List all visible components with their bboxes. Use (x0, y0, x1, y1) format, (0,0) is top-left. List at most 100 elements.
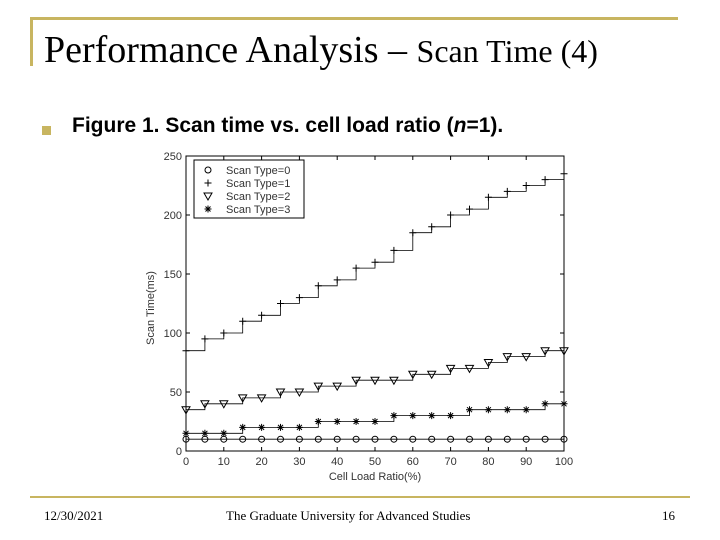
marker-circle (484, 435, 492, 443)
marker-plus (204, 179, 212, 187)
data-point (371, 435, 379, 443)
data-point (201, 335, 209, 343)
marker-star (503, 406, 511, 414)
marker-star (409, 412, 417, 420)
marker-triangle (351, 376, 361, 386)
data-point (466, 205, 473, 213)
data-point (541, 435, 549, 443)
series-0 (182, 435, 568, 443)
footer-rule (30, 496, 690, 498)
marker-circle (352, 435, 360, 443)
marker-circle (466, 435, 473, 443)
marker-circle (314, 435, 322, 443)
data-point (522, 182, 530, 189)
data-point (464, 364, 475, 374)
data-point (333, 435, 341, 443)
marker-circle (560, 435, 568, 443)
data-point (409, 435, 417, 443)
x-tick-label: 50 (369, 456, 381, 468)
data-point (483, 359, 494, 368)
data-point (295, 435, 303, 443)
marker-plus (503, 187, 511, 195)
x-tick-label: 60 (407, 456, 419, 468)
marker-circle (541, 435, 549, 443)
y-tick-label: 50 (170, 387, 182, 399)
data-point (204, 205, 212, 213)
marker-star (239, 423, 247, 431)
marker-triangle (218, 400, 229, 409)
marker-triangle (275, 388, 286, 398)
marker-star (333, 418, 341, 425)
x-tick-label: 20 (255, 456, 267, 468)
y-tick-label: 250 (164, 151, 182, 163)
data-point (389, 376, 399, 386)
marker-star (204, 205, 212, 213)
data-point (220, 329, 228, 337)
series-3 (182, 400, 568, 437)
data-point (407, 370, 418, 380)
marker-circle (239, 435, 247, 443)
data-point (484, 406, 492, 414)
data-point (560, 170, 568, 178)
marker-star (390, 412, 398, 420)
scan-time-chart: 0 10 20 30 40 50 60 70 80 90 100 0 50 100 150 200 250 Sc… (145, 151, 574, 483)
marker-circle (333, 435, 341, 443)
series-layer (181, 170, 569, 443)
data-point (503, 406, 511, 414)
data-point (390, 412, 398, 420)
y-tick-label: 100 (164, 328, 182, 340)
data-point (484, 435, 492, 443)
data-point (390, 246, 398, 254)
marker-triangle (294, 388, 305, 398)
data-point (541, 400, 549, 408)
x-tick-label: 90 (520, 456, 532, 468)
legend-label: Scan Type=2 (226, 191, 290, 203)
y-tick-label: 150 (164, 269, 182, 281)
data-point (237, 394, 248, 403)
data-point (447, 211, 455, 219)
data-point (256, 394, 267, 403)
data-point (352, 264, 360, 272)
marker-circle (503, 435, 511, 443)
data-point (521, 353, 532, 362)
footer-organization: The Graduate University for Advanced Stu… (226, 508, 471, 523)
footer-date: 12/30/2021 (44, 508, 104, 523)
data-point (277, 423, 284, 431)
marker-plus (447, 211, 455, 219)
title-frame-top (30, 17, 678, 20)
marker-star (258, 423, 266, 431)
data-point (447, 412, 455, 420)
series-1 (182, 170, 568, 355)
data-point (371, 418, 379, 425)
marker-star (201, 429, 209, 437)
marker-plus (541, 176, 549, 184)
marker-triangle (407, 370, 418, 380)
marker-triangle (521, 353, 532, 362)
data-point (275, 388, 286, 398)
data-point (522, 435, 530, 443)
marker-circle (447, 435, 455, 443)
caption-post: =1). (466, 114, 504, 137)
marker-plus (239, 317, 247, 325)
marker-triangle (313, 382, 324, 392)
data-point (239, 435, 247, 443)
data-point (426, 370, 437, 380)
marker-plus (352, 264, 360, 272)
marker-circle (409, 435, 417, 443)
marker-circle (295, 435, 303, 443)
marker-star (314, 418, 322, 425)
data-point (333, 418, 341, 425)
marker-star (466, 406, 473, 414)
axes: 0 10 20 30 40 50 60 70 80 90 100 0 50 100 150 200 250 (164, 151, 574, 468)
marker-circle (277, 435, 284, 443)
marker-star (447, 412, 455, 420)
data-point (295, 294, 303, 302)
data-point (560, 435, 568, 443)
data-point (277, 300, 284, 307)
legend-label: Scan Type=1 (226, 178, 290, 190)
data-point (314, 282, 322, 290)
data-point (204, 166, 212, 174)
marker-plus (390, 246, 398, 254)
data-point (314, 418, 322, 425)
x-tick-label: 70 (444, 456, 456, 468)
